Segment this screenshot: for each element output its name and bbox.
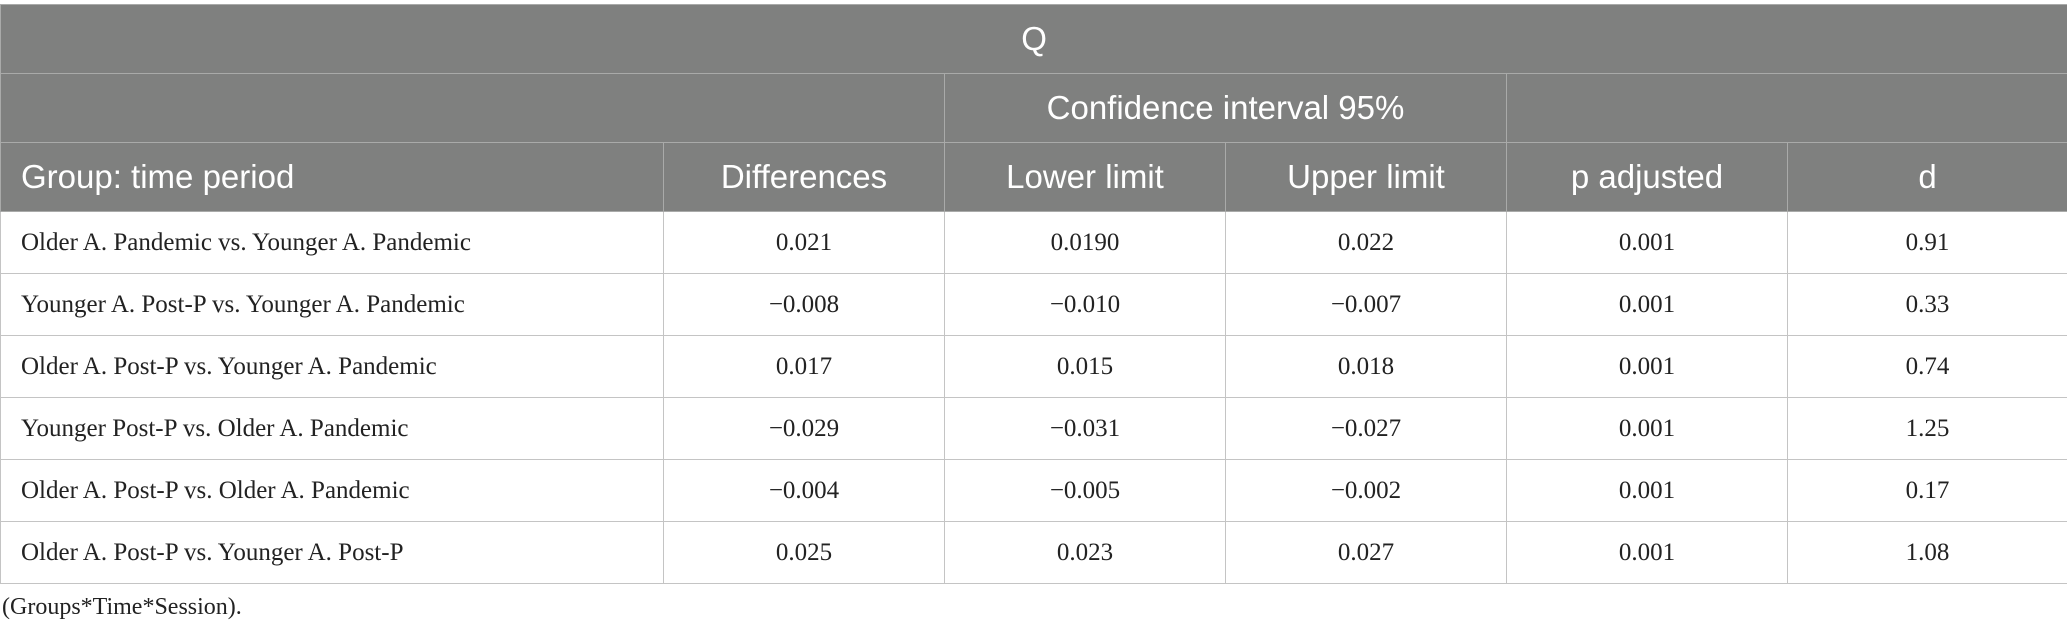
- row-label: Older A. Post-P vs. Younger A. Post-P: [0, 521, 664, 584]
- group-header: Confidence interval 95%: [944, 73, 1507, 143]
- cell: −0.029: [663, 397, 945, 460]
- table-row: Older A. Post-P vs. Younger A. Pandemic 0…: [0, 335, 2067, 398]
- cell: 1.08: [1786, 521, 2067, 584]
- cell: −0.002: [1225, 459, 1507, 522]
- cell: 1.25: [1786, 397, 2067, 460]
- cell: −0.031: [944, 397, 1226, 460]
- column-header: Lower limit: [944, 142, 1226, 212]
- cell: 0.015: [944, 335, 1226, 398]
- table-row: Older A. Post-P vs. Younger A. Post-P 0.0…: [0, 521, 2067, 584]
- cell: 0.017: [663, 335, 945, 398]
- header-blank: [1505, 73, 2067, 143]
- cell: −0.007: [1225, 273, 1507, 336]
- cell: 0.021: [663, 211, 945, 274]
- cell: 0.001: [1506, 521, 1788, 584]
- table-title: Q: [0, 4, 2067, 74]
- cell: 0.17: [1786, 459, 2067, 522]
- cell: 0.001: [1506, 397, 1788, 460]
- header-blank: [0, 73, 945, 143]
- row-label: Older A. Post-P vs. Younger A. Pandemic: [0, 335, 664, 398]
- cell: 0.025: [663, 521, 945, 584]
- row-label: Younger A. Post-P vs. Younger A. Pandemi…: [0, 273, 664, 336]
- table-row: Younger Post-P vs. Older A. Pandemic −0.0…: [0, 397, 2067, 460]
- column-header: d: [1786, 142, 2067, 212]
- cell: 0.001: [1506, 459, 1788, 522]
- table-row: Older A. Pandemic vs. Younger A. Pandemi…: [0, 211, 2067, 274]
- cell: 0.018: [1225, 335, 1507, 398]
- cell: −0.005: [944, 459, 1226, 522]
- cell: −0.008: [663, 273, 945, 336]
- cell: 0.91: [1786, 211, 2067, 274]
- cell: 0.001: [1506, 211, 1788, 274]
- column-header: Group: time period: [0, 142, 664, 212]
- cell: 0.023: [944, 521, 1226, 584]
- footnote: (Groups*Time*Session).: [2, 594, 242, 620]
- cell: 0.001: [1506, 335, 1788, 398]
- row-label: Younger Post-P vs. Older A. Pandemic: [0, 397, 664, 460]
- row-label: Older A. Post-P vs. Older A. Pandemic: [0, 459, 664, 522]
- cell: 0.027: [1225, 521, 1507, 584]
- cell: −0.004: [663, 459, 945, 522]
- table-row: Older A. Post-P vs. Older A. Pandemic −0.…: [0, 459, 2067, 522]
- cell: 0.001: [1506, 273, 1788, 336]
- cell: −0.010: [944, 273, 1226, 336]
- cell: 0.0190: [944, 211, 1226, 274]
- column-header: Differences: [663, 142, 945, 212]
- results-table: Q Confidence interval 95% Group: time pe…: [0, 4, 2067, 584]
- cell: −0.027: [1225, 397, 1507, 460]
- column-header: Upper limit: [1225, 142, 1507, 212]
- table-body: Older A. Pandemic vs. Younger A. Pandemi…: [0, 211, 2067, 584]
- cell: 0.74: [1786, 335, 2067, 398]
- row-label: Older A. Pandemic vs. Younger A. Pandemi…: [0, 211, 664, 274]
- table-row: Younger A. Post-P vs. Younger A. Pandemi…: [0, 273, 2067, 336]
- cell: 0.022: [1225, 211, 1507, 274]
- column-header: p adjusted: [1506, 142, 1788, 212]
- cell: 0.33: [1786, 273, 2067, 336]
- column-header-row: Group: time period Differences Lower limit…: [0, 142, 2067, 212]
